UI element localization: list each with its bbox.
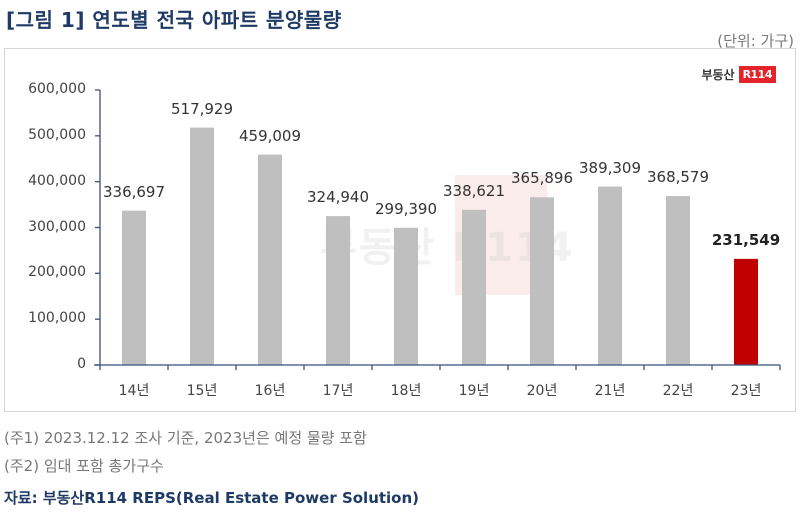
data-label: 368,579: [646, 168, 710, 187]
y-tick-label: 500,000: [28, 126, 86, 143]
x-tick-label: 19년: [458, 383, 490, 399]
x-tick-label: 21년: [594, 383, 626, 399]
y-tick-label: 300,000: [28, 218, 86, 235]
x-tick-label: 15년: [186, 383, 218, 399]
x-tick-label: 17년: [322, 383, 354, 399]
bar-22년: [666, 196, 690, 365]
bar-20년: [530, 197, 554, 365]
bar-15년: [190, 127, 214, 365]
x-tick-label: 16년: [254, 383, 286, 399]
bar-17년: [326, 216, 350, 365]
source-citation: 자료: 부동산R114 REPS(Real Estate Power Solut…: [4, 489, 420, 507]
bar-23년: [734, 258, 758, 365]
logo-text: 부동산: [701, 68, 735, 82]
x-tick-label: 18년: [390, 383, 422, 399]
data-label: 365,896: [510, 169, 574, 188]
footnote-1: (주1) 2023.12.12 조사 기준, 2023년은 예정 물량 포함: [4, 429, 367, 447]
y-tick-label: 200,000: [28, 264, 86, 281]
bar-16년: [258, 154, 282, 365]
bar-18년: [394, 227, 418, 365]
chart-title: [그림 1] 연도별 전국 아파트 분양물량: [6, 8, 342, 32]
data-label: 459,009: [238, 126, 302, 145]
data-label: 231,549: [711, 230, 781, 249]
bar-21년: [598, 186, 622, 365]
x-tick-label: 22년: [662, 383, 694, 399]
data-label: 389,309: [578, 158, 642, 177]
logo-badge: R114: [738, 66, 776, 83]
footnote-2: (주2) 임대 포함 총가구수: [4, 457, 164, 475]
y-tick-label: 600,000: [28, 81, 86, 97]
y-tick-label: 100,000: [28, 310, 86, 327]
x-tick-label: 14년: [118, 383, 150, 399]
x-tick-label: 20년: [526, 383, 558, 399]
data-label: 338,621: [442, 181, 506, 200]
y-tick-label: 400,000: [28, 172, 86, 189]
x-tick-label: 23년: [730, 383, 762, 399]
brand-logo: 부동산 R114: [701, 66, 776, 83]
data-label: 336,697: [102, 182, 166, 201]
bar-19년: [462, 209, 486, 365]
y-tick-label: 0: [77, 356, 86, 372]
bar-14년: [122, 210, 146, 365]
unit-label: (단위: 가구): [717, 32, 794, 50]
data-label: 324,940: [306, 188, 370, 207]
data-label: 517,929: [170, 99, 234, 118]
data-label: 299,390: [374, 199, 438, 218]
